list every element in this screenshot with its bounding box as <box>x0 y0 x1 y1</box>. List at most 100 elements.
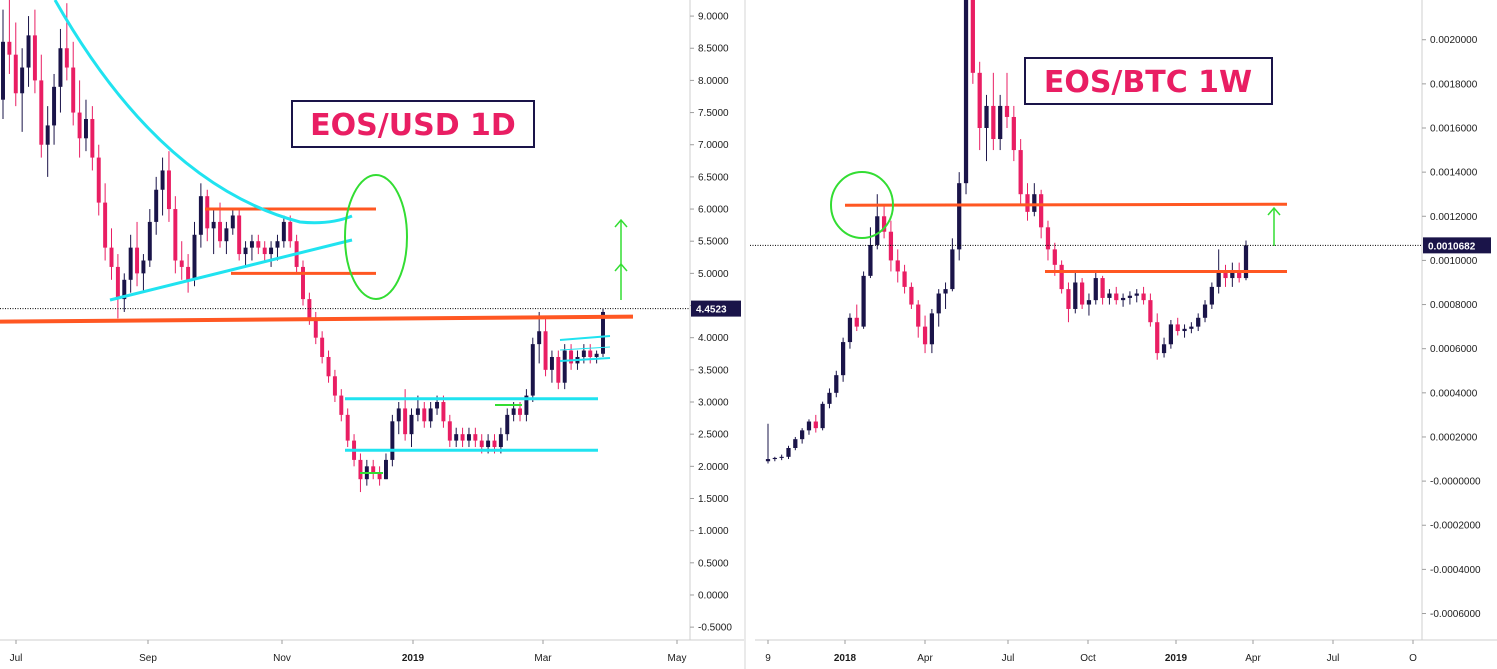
candle-body <box>594 353 599 357</box>
candle <box>806 419 812 435</box>
candle <box>779 454 784 461</box>
candle <box>249 234 254 261</box>
candle <box>1045 220 1051 261</box>
candle-body <box>511 408 516 415</box>
candle-body <box>166 170 171 210</box>
candle <box>950 238 955 292</box>
candle-body <box>909 286 914 305</box>
right-y-axis[interactable]: 0.0020000 0.0018000 0.0016000 0.0014000 0.00… <box>1422 35 1481 620</box>
candle-body <box>1189 326 1194 329</box>
candle <box>454 427 459 448</box>
candle-body <box>84 118 88 139</box>
candle-body <box>875 216 880 245</box>
candle-body <box>854 317 859 327</box>
candle <box>1073 271 1078 314</box>
candle-body <box>58 48 63 87</box>
candle <box>984 94 989 162</box>
candle-body <box>275 241 280 248</box>
right-plot-area[interactable] <box>755 0 1422 640</box>
y-tick-label: 0.0014000 <box>1430 168 1478 179</box>
support-line <box>0 314 634 324</box>
pane-divider <box>744 0 754 669</box>
candle-body <box>1196 317 1201 327</box>
candle <box>32 9 37 94</box>
candle-body <box>888 231 894 261</box>
candle-body <box>77 112 82 139</box>
candle <box>77 80 82 158</box>
candle <box>58 28 63 113</box>
x-tick-label: O <box>1409 653 1417 664</box>
candle <box>230 209 235 235</box>
candle <box>205 189 210 242</box>
y-tick-label: 0.0002000 <box>1430 432 1478 443</box>
y-tick-label: 5.5000 <box>698 237 729 248</box>
candle <box>1114 286 1119 305</box>
right-candles <box>765 0 1249 464</box>
candle-body <box>765 459 771 462</box>
candle <box>269 241 274 267</box>
candle-body <box>1079 282 1085 305</box>
x-tick-label: Jul <box>10 653 23 664</box>
candle <box>147 209 152 267</box>
y-tick-label: 0.0004000 <box>1430 388 1478 399</box>
candle <box>447 414 452 448</box>
candle <box>26 16 31 87</box>
small-box-bottom <box>559 357 611 362</box>
eos-usd-chart[interactable]: EOS/USD 1D 9.0000 8.5000 8.0000 7.5000 7.000… <box>0 0 745 664</box>
candle-body <box>384 459 388 480</box>
candle-body <box>1045 227 1051 250</box>
candle <box>549 350 554 383</box>
candle <box>1093 271 1098 305</box>
candle <box>186 254 191 293</box>
candle <box>881 205 887 239</box>
candle-body <box>1120 297 1126 301</box>
y-tick-label: 3.0000 <box>698 398 729 409</box>
right-x-axis[interactable]: 9 2018 Apr Jul Oct 2019 Apr Jul O <box>765 640 1417 664</box>
candle <box>1196 313 1201 332</box>
eos-btc-chart[interactable]: EOS/BTC 1W 0.00200000.00180000.00160000.… <box>750 0 1497 664</box>
candle <box>345 408 350 448</box>
y-tick-label: 2.5000 <box>698 430 729 441</box>
candle-body <box>45 125 50 145</box>
candle <box>786 445 791 460</box>
candle <box>1011 105 1016 162</box>
target-ellipse <box>344 174 408 300</box>
candle-body <box>498 434 503 448</box>
candle-body <box>1155 322 1160 354</box>
candle <box>1 9 5 119</box>
candle-body <box>1066 289 1071 309</box>
candle <box>422 402 427 428</box>
candle <box>991 72 996 151</box>
candle <box>765 423 771 464</box>
candle <box>1134 289 1139 303</box>
candle <box>998 94 1003 151</box>
y-tick-label: -0.5000 <box>698 623 732 634</box>
right-last-price-badge: 0.0010682 <box>750 237 1491 254</box>
candle <box>409 408 414 448</box>
candle-body <box>128 247 133 280</box>
candle <box>7 0 12 74</box>
candle-body <box>1148 300 1153 323</box>
left-annotations <box>0 0 634 474</box>
left-y-axis[interactable]: 9.0000 8.5000 8.0000 7.5000 7.0000 6.5000 6.00… <box>690 12 732 634</box>
candle-body <box>970 0 975 73</box>
candle <box>793 436 798 451</box>
candle-body <box>135 247 140 274</box>
candle <box>256 234 261 255</box>
candle <box>1209 282 1214 309</box>
candle-body <box>518 408 522 415</box>
x-tick-label: 9 <box>765 653 771 664</box>
candle <box>537 311 542 364</box>
candle <box>929 308 935 354</box>
left-x-axis[interactable]: Jul Sep Nov 2019 Mar May <box>10 640 687 664</box>
small-box-mid <box>559 346 611 351</box>
x-tick-label: Mar <box>534 653 552 664</box>
y-tick-label: 0.0000 <box>698 590 729 601</box>
candle-body <box>1114 293 1119 301</box>
candle-body <box>537 331 542 345</box>
y-tick-label: 9.0000 <box>698 12 729 23</box>
candle <box>1039 189 1044 239</box>
y-tick-label: 0.0016000 <box>1430 124 1478 135</box>
candle-body <box>1202 304 1208 318</box>
